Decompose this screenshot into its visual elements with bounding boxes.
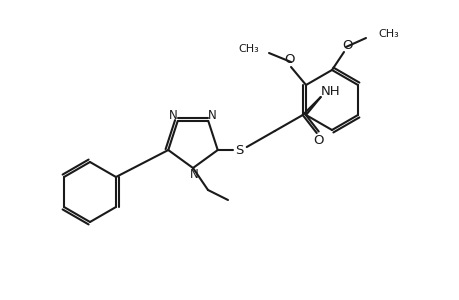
Text: N: N: [169, 110, 178, 122]
Text: N: N: [189, 167, 198, 181]
Text: S: S: [235, 143, 243, 157]
Text: NH: NH: [320, 85, 340, 98]
Text: O: O: [342, 38, 353, 52]
Text: O: O: [313, 134, 323, 146]
Text: CH₃: CH₃: [377, 29, 398, 39]
Text: O: O: [283, 52, 294, 65]
Text: CH₃: CH₃: [238, 44, 258, 54]
Text: N: N: [207, 110, 216, 122]
